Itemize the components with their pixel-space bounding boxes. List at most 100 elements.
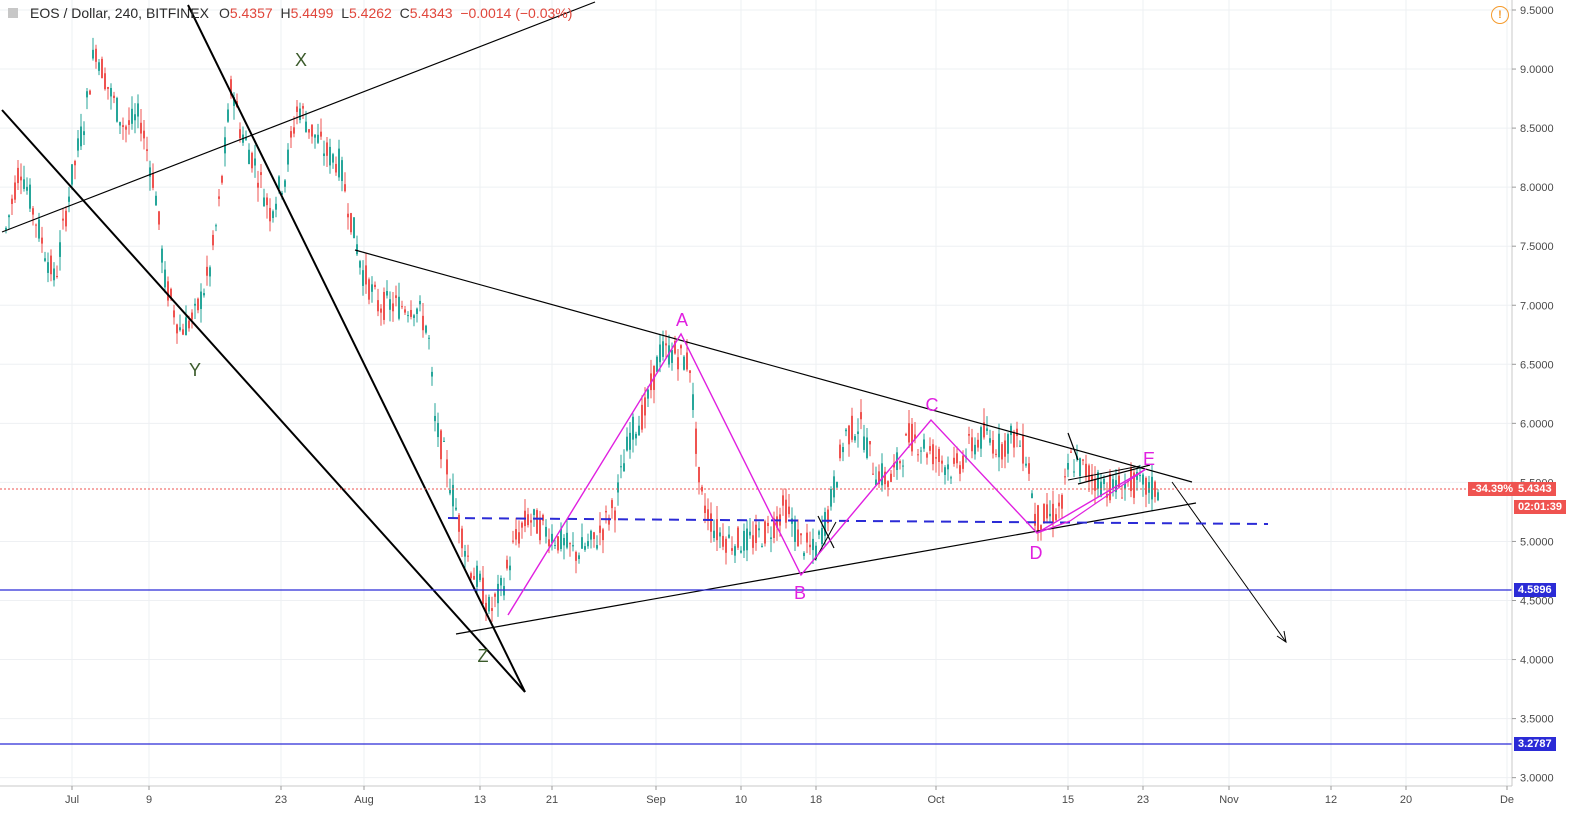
candle-body xyxy=(227,109,229,122)
symbol-title[interactable]: EOS / Dollar, 240, BITFINEX xyxy=(30,5,209,21)
triangle-lower-line xyxy=(455,502,1197,635)
candle-body xyxy=(278,176,280,189)
candle-body xyxy=(533,509,535,516)
candle-body xyxy=(902,465,904,467)
candle-body xyxy=(161,248,163,263)
candle-body xyxy=(1043,503,1045,523)
candle-body xyxy=(245,137,247,140)
candle-body xyxy=(257,182,259,188)
time-tick-label: 15 xyxy=(1062,794,1074,806)
candle-body xyxy=(662,341,664,357)
candle-body xyxy=(728,534,730,538)
candle-body xyxy=(95,48,97,62)
candle-body xyxy=(833,476,835,498)
candle-body xyxy=(926,453,928,458)
candle-body xyxy=(665,343,667,346)
candle-body xyxy=(1070,451,1072,453)
candle-body xyxy=(44,258,46,261)
candle-body xyxy=(206,266,208,276)
candle-body xyxy=(323,153,325,157)
candle-body xyxy=(26,186,28,191)
dashed-support-line xyxy=(447,517,1269,525)
candle-body xyxy=(302,106,304,109)
candle-body xyxy=(500,577,502,586)
candle-body xyxy=(449,489,451,494)
candle-body xyxy=(497,583,499,604)
candle-body xyxy=(215,225,217,227)
candle-body xyxy=(179,327,181,331)
time-tick-label: 23 xyxy=(1137,794,1149,806)
candle-body xyxy=(167,281,169,301)
candle-body xyxy=(290,131,292,138)
triangle-upper-line xyxy=(354,249,1193,483)
price-tick-label: 9.0000 xyxy=(1520,64,1554,76)
candle-body xyxy=(1019,445,1021,447)
candle-body xyxy=(74,160,76,166)
candle-body xyxy=(548,539,550,547)
price-tick-label: 8.0000 xyxy=(1520,182,1554,194)
candle-body xyxy=(11,198,13,204)
candle-body xyxy=(374,284,376,287)
candle-body xyxy=(947,464,949,470)
candle-body xyxy=(977,439,979,448)
candle-body xyxy=(887,481,889,487)
alert-icon[interactable]: ! xyxy=(1491,6,1509,24)
candle-body xyxy=(935,457,937,459)
candle-body xyxy=(53,268,55,281)
candle-body xyxy=(398,296,400,319)
candle-body xyxy=(593,532,595,540)
candle-body xyxy=(80,126,82,147)
candle-body xyxy=(764,521,766,544)
candle-body xyxy=(455,507,457,510)
candle-body xyxy=(83,131,85,136)
candle-body xyxy=(980,427,982,449)
candle-body xyxy=(107,87,109,89)
time-tick-label: De xyxy=(1500,794,1514,806)
close-value: 5.4343 xyxy=(409,5,453,21)
candle-body xyxy=(974,444,976,455)
chart-grid xyxy=(0,0,1512,786)
candle-body xyxy=(320,131,322,137)
candle-body xyxy=(710,513,712,532)
candle-body xyxy=(686,352,688,370)
candle-body xyxy=(1046,504,1048,519)
candle-body xyxy=(32,208,34,215)
candle-body xyxy=(566,532,568,548)
candle-body xyxy=(605,510,607,513)
candle-body xyxy=(563,537,565,546)
candle-body xyxy=(77,138,79,151)
candle-body xyxy=(1139,475,1141,477)
candle-body xyxy=(983,422,985,438)
candle-body xyxy=(41,237,43,244)
candle-body xyxy=(209,267,211,277)
candle-body xyxy=(785,499,787,523)
candle-body xyxy=(329,146,331,166)
chart-header: EOS / Dollar, 240, BITFINEX O5.4357 H5.4… xyxy=(0,0,572,26)
price-tick-label: 3.0000 xyxy=(1520,773,1554,785)
candle-body xyxy=(503,586,505,596)
candle-body xyxy=(266,197,268,206)
candle-body xyxy=(485,602,487,612)
candle-body xyxy=(848,425,850,445)
candle-body xyxy=(131,108,133,124)
time-tick-label: 18 xyxy=(810,794,822,806)
candle-body xyxy=(473,575,475,580)
candle-body xyxy=(971,437,973,452)
candle-body xyxy=(1124,483,1126,489)
candle-body xyxy=(1109,474,1111,501)
candle-body xyxy=(1154,481,1156,497)
time-axis: Jul 9 23 Aug 13 21 Sep 10 18 Oct 15 23 Nov 12 20 De xyxy=(65,786,1514,806)
candle-body xyxy=(851,415,853,440)
candle-body xyxy=(908,423,910,443)
wave-labels: X Y Z A B C D E xyxy=(189,50,1155,666)
candle-body xyxy=(377,300,379,312)
candle-body xyxy=(638,425,640,436)
candle-body xyxy=(47,262,49,273)
candle-body xyxy=(248,149,250,165)
candle-body xyxy=(743,530,745,551)
candle-body xyxy=(1025,463,1027,466)
candle-body xyxy=(884,471,886,485)
candle-body xyxy=(1031,493,1033,499)
flag-line-3 xyxy=(1067,465,1141,481)
